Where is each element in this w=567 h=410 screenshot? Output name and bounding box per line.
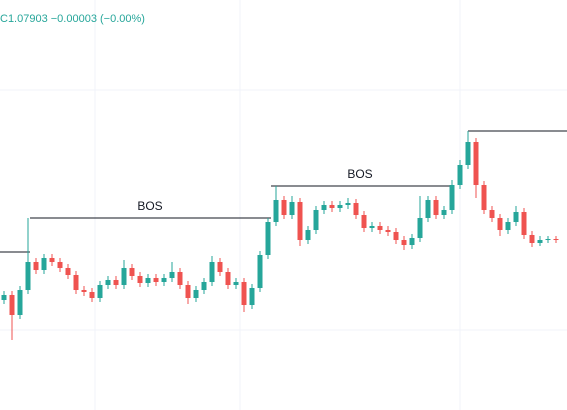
candle-body	[497, 218, 503, 230]
candle-body	[545, 239, 551, 240]
candle-body	[17, 290, 23, 315]
candle-body	[49, 258, 55, 262]
candle-body	[393, 232, 399, 240]
candle-body	[217, 262, 223, 272]
candle-body	[353, 203, 359, 215]
bos-label: BOS	[347, 167, 372, 181]
candle-body	[297, 202, 303, 240]
candle-body	[345, 203, 351, 205]
candle-body	[153, 278, 159, 282]
candle-body	[489, 210, 495, 218]
candle-body	[81, 290, 87, 292]
candle-body	[433, 200, 439, 215]
candle-body	[65, 268, 71, 275]
candle-body	[241, 282, 247, 305]
candle-body	[137, 276, 143, 283]
candle-body	[25, 262, 31, 290]
candle-body	[9, 295, 15, 315]
bos-label: BOS	[137, 199, 162, 213]
candle-body	[233, 282, 239, 285]
candle-body	[41, 258, 47, 270]
candle-body	[361, 215, 367, 228]
candle-body	[129, 268, 135, 276]
ohlc-header: C1.07903 −0.00003 (−0.00%)	[0, 13, 145, 25]
candle-body	[193, 290, 199, 298]
candle-body	[145, 278, 151, 283]
candle-body	[209, 262, 215, 282]
candle-body	[377, 226, 383, 230]
candle-body	[529, 235, 535, 243]
candle-body	[33, 262, 39, 270]
candle-body	[201, 282, 207, 290]
candle-body	[273, 200, 279, 222]
candle-body	[521, 212, 527, 235]
candle-body	[441, 210, 447, 215]
candle-body	[417, 218, 423, 238]
candle-body	[57, 262, 63, 268]
candle-body	[73, 275, 79, 290]
candle-body	[121, 268, 127, 285]
candle-body	[249, 288, 255, 305]
candle-body	[97, 285, 103, 298]
candle-body	[553, 239, 559, 240]
candle-body	[401, 240, 407, 245]
candle-body	[505, 222, 511, 230]
candle-body	[337, 205, 343, 208]
candle-body	[161, 278, 167, 282]
candle-body	[89, 292, 95, 298]
candle-body	[449, 185, 455, 210]
candle-body	[257, 255, 263, 288]
candle-body	[385, 230, 391, 232]
candle-body	[281, 200, 287, 215]
candle-body	[305, 230, 311, 240]
candle-body	[457, 165, 463, 185]
candle-body	[465, 142, 471, 165]
candle-body	[177, 272, 183, 285]
candle-body	[369, 226, 375, 228]
candle-body	[225, 272, 231, 285]
candle-body	[321, 205, 327, 210]
candle-body	[185, 285, 191, 298]
candle-body	[105, 280, 111, 285]
candle-body	[513, 212, 519, 222]
candle-body	[1, 295, 7, 300]
candle-body	[313, 210, 319, 230]
candle-body	[169, 272, 175, 278]
candle-body	[537, 240, 543, 243]
candle-body	[481, 185, 487, 210]
candle-body	[473, 142, 479, 185]
candle-body	[329, 205, 335, 208]
candle-body	[409, 238, 415, 245]
candle-body	[289, 202, 295, 215]
candle-body	[425, 200, 431, 218]
candle-body	[265, 222, 271, 255]
candle-body	[113, 280, 119, 285]
